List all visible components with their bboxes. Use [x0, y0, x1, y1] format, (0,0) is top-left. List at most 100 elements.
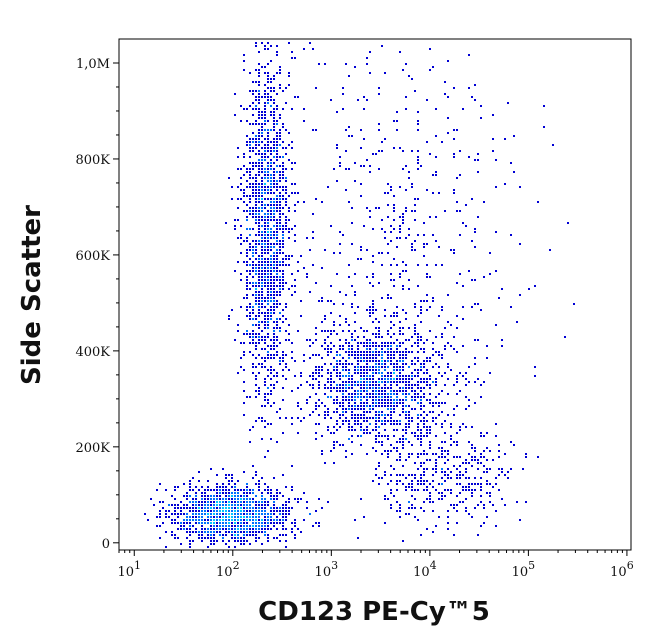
event-dot	[291, 108, 293, 110]
event-dot	[447, 453, 449, 455]
event-dot	[192, 525, 194, 527]
event-dot	[279, 222, 281, 224]
event-dot	[276, 441, 278, 443]
event-dot	[354, 162, 356, 164]
event-dot	[285, 510, 287, 512]
event-dot	[366, 429, 368, 431]
event-dot	[279, 252, 281, 254]
event-dot	[279, 171, 281, 173]
event-dot	[252, 240, 254, 242]
event-dot	[294, 537, 296, 539]
event-dot	[270, 141, 272, 143]
event-dot	[381, 348, 383, 350]
event-dot	[426, 468, 428, 470]
event-dot	[360, 351, 362, 353]
event-dot	[285, 354, 287, 356]
event-dot	[330, 396, 332, 398]
event-dot	[249, 264, 251, 266]
x-tick-exponent: 4	[430, 559, 437, 572]
event-dot	[396, 246, 398, 248]
event-dot	[294, 240, 296, 242]
event-dot	[249, 123, 251, 125]
x-tick-exponent: 3	[331, 559, 338, 572]
event-dot	[246, 237, 248, 239]
event-dot	[240, 516, 242, 518]
event-dot	[264, 216, 266, 218]
event-dot	[216, 528, 218, 530]
event-dot	[264, 285, 266, 287]
event-dot	[231, 504, 233, 506]
y-axis-minor-ticks	[116, 86, 119, 520]
event-dot	[429, 399, 431, 401]
event-dot	[351, 405, 353, 407]
event-dot	[255, 315, 257, 317]
event-dot	[420, 336, 422, 338]
event-dot	[453, 87, 455, 89]
event-dot	[387, 498, 389, 500]
event-dot	[357, 414, 359, 416]
event-dot	[267, 87, 269, 89]
event-dot	[432, 510, 434, 512]
event-dot	[234, 228, 236, 230]
event-dot	[264, 114, 266, 116]
event-dot	[516, 321, 518, 323]
event-dot	[282, 264, 284, 266]
event-dot	[375, 348, 377, 350]
event-dot	[267, 147, 269, 149]
event-dot	[243, 69, 245, 71]
event-dot	[258, 168, 260, 170]
event-dot	[189, 510, 191, 512]
event-dot	[423, 405, 425, 407]
event-dot	[327, 300, 329, 302]
event-dot	[393, 285, 395, 287]
event-dot	[270, 315, 272, 317]
event-dot	[417, 264, 419, 266]
event-dot	[273, 306, 275, 308]
event-dot	[279, 138, 281, 140]
event-dot	[270, 513, 272, 515]
event-dot	[177, 537, 179, 539]
event-dot	[318, 414, 320, 416]
event-dot	[261, 522, 263, 524]
event-dot	[387, 399, 389, 401]
event-dot	[252, 501, 254, 503]
event-dot	[381, 45, 383, 47]
event-dot	[420, 381, 422, 383]
event-dot	[465, 468, 467, 470]
event-dot	[396, 237, 398, 239]
event-dot	[459, 210, 461, 212]
event-dot	[267, 231, 269, 233]
event-dot	[351, 306, 353, 308]
event-dot	[348, 396, 350, 398]
event-dot	[273, 90, 275, 92]
event-dot	[264, 321, 266, 323]
event-dot	[261, 417, 263, 419]
event-dot	[228, 495, 230, 497]
event-dot	[204, 492, 206, 494]
event-dot	[378, 396, 380, 398]
event-dot	[411, 78, 413, 80]
event-dot	[468, 399, 470, 401]
event-dot	[285, 264, 287, 266]
event-dot	[441, 468, 443, 470]
event-dot	[231, 498, 233, 500]
event-dot	[405, 348, 407, 350]
event-dot	[252, 270, 254, 272]
event-dot	[234, 498, 236, 500]
event-dot	[240, 252, 242, 254]
event-dot	[246, 282, 248, 284]
event-dot	[264, 519, 266, 521]
event-dot	[369, 396, 371, 398]
event-dot	[393, 393, 395, 395]
event-dot	[372, 333, 374, 335]
event-dot	[366, 390, 368, 392]
event-dot	[273, 522, 275, 524]
event-dot	[261, 204, 263, 206]
event-dot	[399, 228, 401, 230]
event-dot	[501, 468, 503, 470]
event-dot	[276, 132, 278, 134]
event-dot	[372, 393, 374, 395]
event-dot	[255, 297, 257, 299]
event-dot	[264, 150, 266, 152]
event-dot	[327, 354, 329, 356]
